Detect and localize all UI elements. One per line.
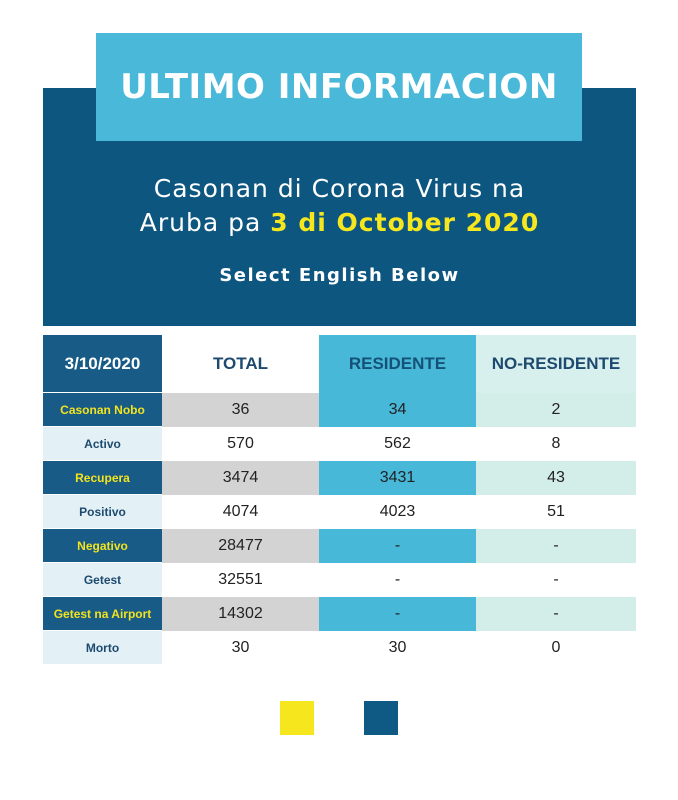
total-value: 30 <box>162 631 319 665</box>
table-row: Negativo 28477 - - <box>43 529 636 563</box>
row-label: Activo <box>43 427 162 461</box>
table-row: Getest na Airport 14302 - - <box>43 597 636 631</box>
report-date: 3 di October 2020 <box>270 208 540 237</box>
residente-value: - <box>319 529 476 563</box>
subtitle: Casonan di Corona Virus na Aruba pa 3 di… <box>43 172 636 240</box>
total-value: 4074 <box>162 495 319 529</box>
table-row: Recupera 3474 3431 43 <box>43 461 636 495</box>
total-value: 14302 <box>162 597 319 631</box>
subtitle-line-1: Casonan di Corona Virus na <box>153 174 526 203</box>
subtitle-line-2: Aruba pa 3 di October 2020 <box>43 206 636 240</box>
language-swatch-blue[interactable] <box>364 701 398 735</box>
total-value: 3474 <box>162 461 319 495</box>
table-row: Morto 30 30 0 <box>43 631 636 665</box>
no-residente-value: 43 <box>476 461 636 495</box>
residente-value: 30 <box>319 631 476 665</box>
language-swatch-yellow[interactable] <box>280 701 314 735</box>
total-value: 32551 <box>162 563 319 597</box>
row-label: Casonan Nobo <box>43 393 162 427</box>
row-label: Recupera <box>43 461 162 495</box>
row-label: Getest <box>43 563 162 597</box>
row-label: Negativo <box>43 529 162 563</box>
table-row: Casonan Nobo 36 34 2 <box>43 393 636 427</box>
header-date: 3/10/2020 <box>43 335 162 393</box>
title-banner: ULTIMO INFORMACION <box>96 33 582 141</box>
no-residente-value: 51 <box>476 495 636 529</box>
no-residente-value: - <box>476 529 636 563</box>
no-residente-value: 0 <box>476 631 636 665</box>
no-residente-value: 8 <box>476 427 636 461</box>
total-value: 570 <box>162 427 319 461</box>
header-residente: RESIDENTE <box>319 335 476 393</box>
header-no-residente: NO-RESIDENTE <box>476 335 636 393</box>
table-header-row: 3/10/2020 TOTAL RESIDENTE NO-RESIDENTE <box>43 335 636 393</box>
no-residente-value: - <box>476 597 636 631</box>
table-row: Activo 570 562 8 <box>43 427 636 461</box>
residente-value: 34 <box>319 393 476 427</box>
residente-value: - <box>319 563 476 597</box>
residente-value: 4023 <box>319 495 476 529</box>
row-label: Morto <box>43 631 162 665</box>
select-english-note: Select English Below <box>219 265 460 286</box>
subtitle-prefix: Aruba pa <box>139 208 271 237</box>
header-total: TOTAL <box>162 335 319 393</box>
table-row: Positivo 4074 4023 51 <box>43 495 636 529</box>
stats-table: 3/10/2020 TOTAL RESIDENTE NO-RESIDENTE C… <box>43 335 636 665</box>
residente-value: - <box>319 597 476 631</box>
residente-value: 562 <box>319 427 476 461</box>
total-value: 28477 <box>162 529 319 563</box>
no-residente-value: 2 <box>476 393 636 427</box>
total-value: 36 <box>162 393 319 427</box>
row-label: Positivo <box>43 495 162 529</box>
no-residente-value: - <box>476 563 636 597</box>
table-row: Getest 32551 - - <box>43 563 636 597</box>
page-title: ULTIMO INFORMACION <box>120 67 558 107</box>
row-label: Getest na Airport <box>43 597 162 631</box>
residente-value: 3431 <box>319 461 476 495</box>
